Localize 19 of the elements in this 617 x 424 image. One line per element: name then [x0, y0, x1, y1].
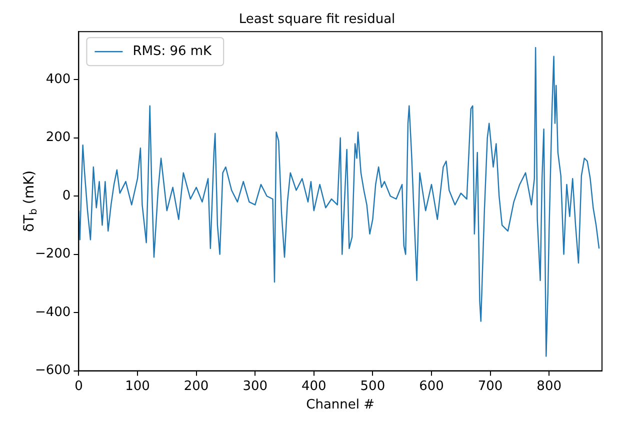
x-tick-label: 500 — [360, 378, 386, 394]
y-axis-title: δTb (mK) — [22, 170, 40, 232]
x-tick-label: 0 — [74, 378, 83, 394]
chart-title: Least square fit residual — [238, 12, 396, 28]
x-tick-label: 100 — [125, 378, 150, 394]
x-tick-label: 800 — [536, 378, 562, 394]
x-tick-label: 200 — [184, 378, 209, 394]
y-tick-label: −600 — [34, 363, 71, 378]
x-tick-label: 700 — [478, 378, 503, 394]
x-axis-title: Channel # — [306, 398, 375, 413]
x-tick-label: 400 — [301, 378, 326, 394]
y-tick-label: 0 — [62, 188, 71, 204]
legend-label: RMS: 96 mK — [132, 44, 212, 59]
y-tick-label: 400 — [46, 72, 71, 88]
y-tick-label: −200 — [34, 246, 71, 262]
y-tick-label: 200 — [46, 130, 71, 146]
x-tick-label: 300 — [242, 378, 268, 394]
x-tick-label: 600 — [419, 378, 444, 394]
y-tick-label: −400 — [34, 304, 71, 320]
